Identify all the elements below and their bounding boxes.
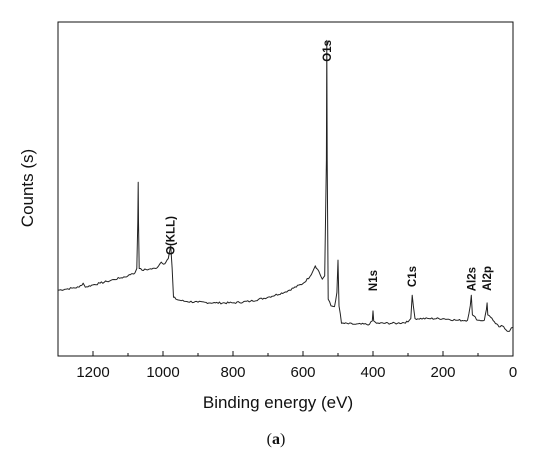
peak-labels: O1s O(KLL) N1s C1s Al2s Al2p (166, 40, 494, 291)
x-tick-label: 200 (430, 364, 455, 381)
x-axis-title: Binding energy (eV) (203, 393, 353, 412)
x-tick-label: 600 (290, 364, 315, 381)
x-tick-label: 1200 (76, 364, 109, 381)
x-axis-tick-labels: 1200 1000 800 600 400 200 0 (76, 364, 517, 381)
figure-panel-label: (a) (267, 431, 286, 448)
x-axis-ticks (57, 351, 514, 356)
peak-label: Al2p (482, 266, 494, 291)
panel-label-letter: a (272, 431, 280, 448)
panel-label-open: ( (267, 431, 272, 448)
x-tick-label: 400 (360, 364, 385, 381)
panel-label-close: ) (280, 431, 285, 448)
x-tick-label: 800 (220, 364, 245, 381)
x-tick-label: 1000 (146, 364, 179, 381)
peak-label: Al2s (466, 267, 478, 291)
peak-label: O1s (322, 40, 334, 62)
spectrum-line (57, 39, 514, 332)
peak-label: O(KLL) (166, 216, 178, 255)
y-axis-title: Counts (s) (18, 149, 37, 227)
plot-frame (57, 21, 514, 357)
x-tick-label: 0 (509, 364, 517, 381)
peak-label: C1s (407, 266, 419, 287)
peak-label: N1s (368, 270, 380, 291)
